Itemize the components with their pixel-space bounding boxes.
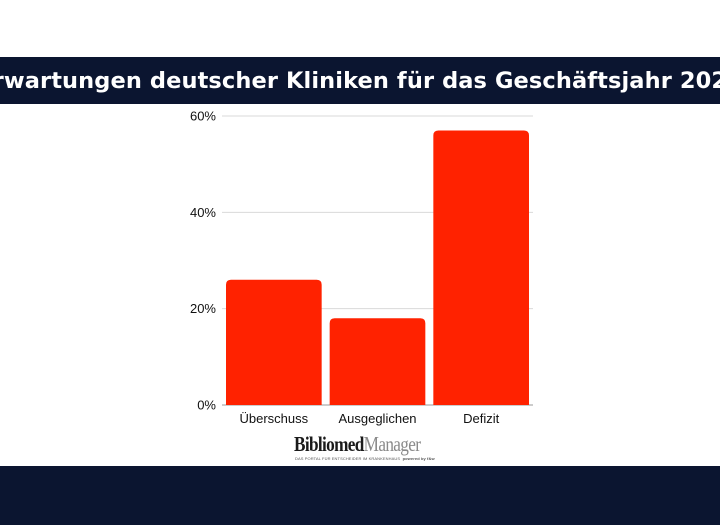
y-tick-label: 20% <box>190 301 216 316</box>
bibliomed-manager-logo: BibliomedManager DAS PORTAL FÜR ENTSCHEI… <box>290 432 440 464</box>
logo-tagline: DAS PORTAL FÜR ENTSCHEIDER IM KRANKENHAU… <box>295 456 435 461</box>
y-tick-label: 0% <box>197 398 216 413</box>
x-tick-label: Ausgeglichen <box>338 411 416 426</box>
y-tick-label: 60% <box>190 109 216 124</box>
x-tick-label: Defizit <box>463 411 500 426</box>
x-tick-label: Überschuss <box>240 411 309 426</box>
logo-name-part2: Manager <box>363 432 421 456</box>
x-axis-tick-labels: Überschuss Ausgeglichen Defizit <box>240 411 500 426</box>
bar-chart: 0% 20% 40% 60% Überschuss Ausgeglichen Defizi… <box>190 109 533 426</box>
title-banner: Erwartungen deutscher Kliniken für das G… <box>0 57 720 104</box>
bar-überschuss <box>226 279 322 405</box>
y-tick-label: 40% <box>190 205 216 220</box>
logo-name-part1: Bibliomed <box>294 432 364 456</box>
chart-title: Erwartungen deutscher Kliniken für das G… <box>0 67 720 94</box>
footer-banner <box>0 466 720 525</box>
bar-ausgeglichen <box>329 318 426 405</box>
y-axis-tick-labels: 0% 20% 40% 60% <box>190 109 216 413</box>
bar-defizit <box>433 130 529 405</box>
bars <box>226 130 529 405</box>
